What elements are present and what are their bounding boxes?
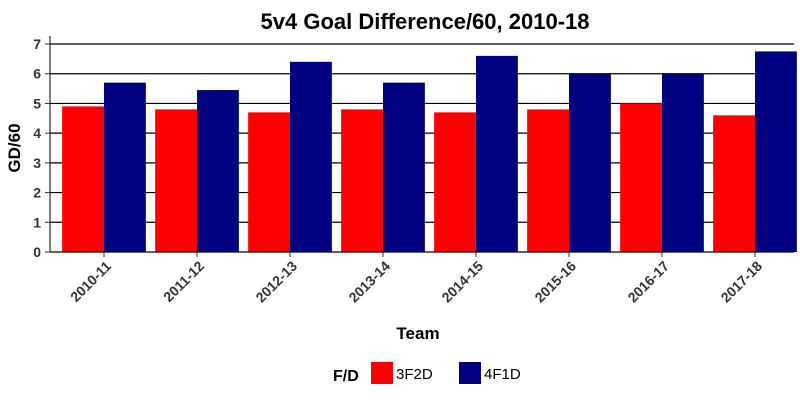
y-tick-label: 2 <box>33 185 41 201</box>
chart-title: 5v4 Goal Difference/60, 2010-18 <box>261 9 590 34</box>
bar-3f2d-2010-11 <box>62 106 104 253</box>
bar-3f2d-2013-14 <box>341 109 383 252</box>
x-tick-label: 2015-16 <box>531 258 579 306</box>
bar-4f1d-2015-16 <box>569 73 611 252</box>
x-axis-title: Team <box>396 324 439 343</box>
y-tick-label: 4 <box>33 125 41 141</box>
bar-3f2d-2011-12 <box>155 109 197 252</box>
legend-swatch-3f2d <box>371 362 393 384</box>
y-tick-label: 6 <box>33 66 41 82</box>
bar-4f1d-2016-17 <box>662 73 704 252</box>
x-tick-label: 2017-18 <box>717 258 765 306</box>
bar-4f1d-2011-12 <box>197 90 239 252</box>
y-tick-label: 3 <box>33 155 41 171</box>
y-axis-title: GD/60 <box>5 123 24 172</box>
y-tick-label: 7 <box>33 36 41 52</box>
bar-3f2d-2012-13 <box>248 112 290 252</box>
x-tick-label: 2012-13 <box>252 258 300 306</box>
y-tick-label: 0 <box>33 244 41 260</box>
x-tick-label: 2013-14 <box>345 258 393 306</box>
bar-4f1d-2017-18 <box>755 51 797 252</box>
bar-3f2d-2016-17 <box>620 103 662 252</box>
axes-layer <box>49 36 794 253</box>
legend: F/D 3F2D 4F1D <box>333 362 521 385</box>
legend-swatch-4f1d <box>459 362 481 384</box>
bar-3f2d-2017-18 <box>713 115 755 252</box>
bar-4f1d-2013-14 <box>383 82 425 252</box>
legend-title: F/D <box>333 368 359 385</box>
x-tick-label: 2016-17 <box>624 258 672 306</box>
bar-3f2d-2015-16 <box>527 109 569 252</box>
x-tick-label: 2014-15 <box>438 258 486 306</box>
y-tick-label: 1 <box>33 214 41 230</box>
x-tick-label: 2010-11 <box>67 258 114 305</box>
bar-4f1d-2014-15 <box>476 55 518 253</box>
bar-4f1d-2012-13 <box>290 61 332 253</box>
x-tick-label: 2011-12 <box>160 258 207 305</box>
bar-3f2d-2014-15 <box>434 112 476 252</box>
legend-label-4f1d: 4F1D <box>484 366 521 383</box>
y-tick-label: 5 <box>33 95 41 111</box>
bars-layer <box>62 51 797 253</box>
bar-4f1d-2010-11 <box>104 82 146 252</box>
legend-label-3f2d: 3F2D <box>396 366 433 383</box>
